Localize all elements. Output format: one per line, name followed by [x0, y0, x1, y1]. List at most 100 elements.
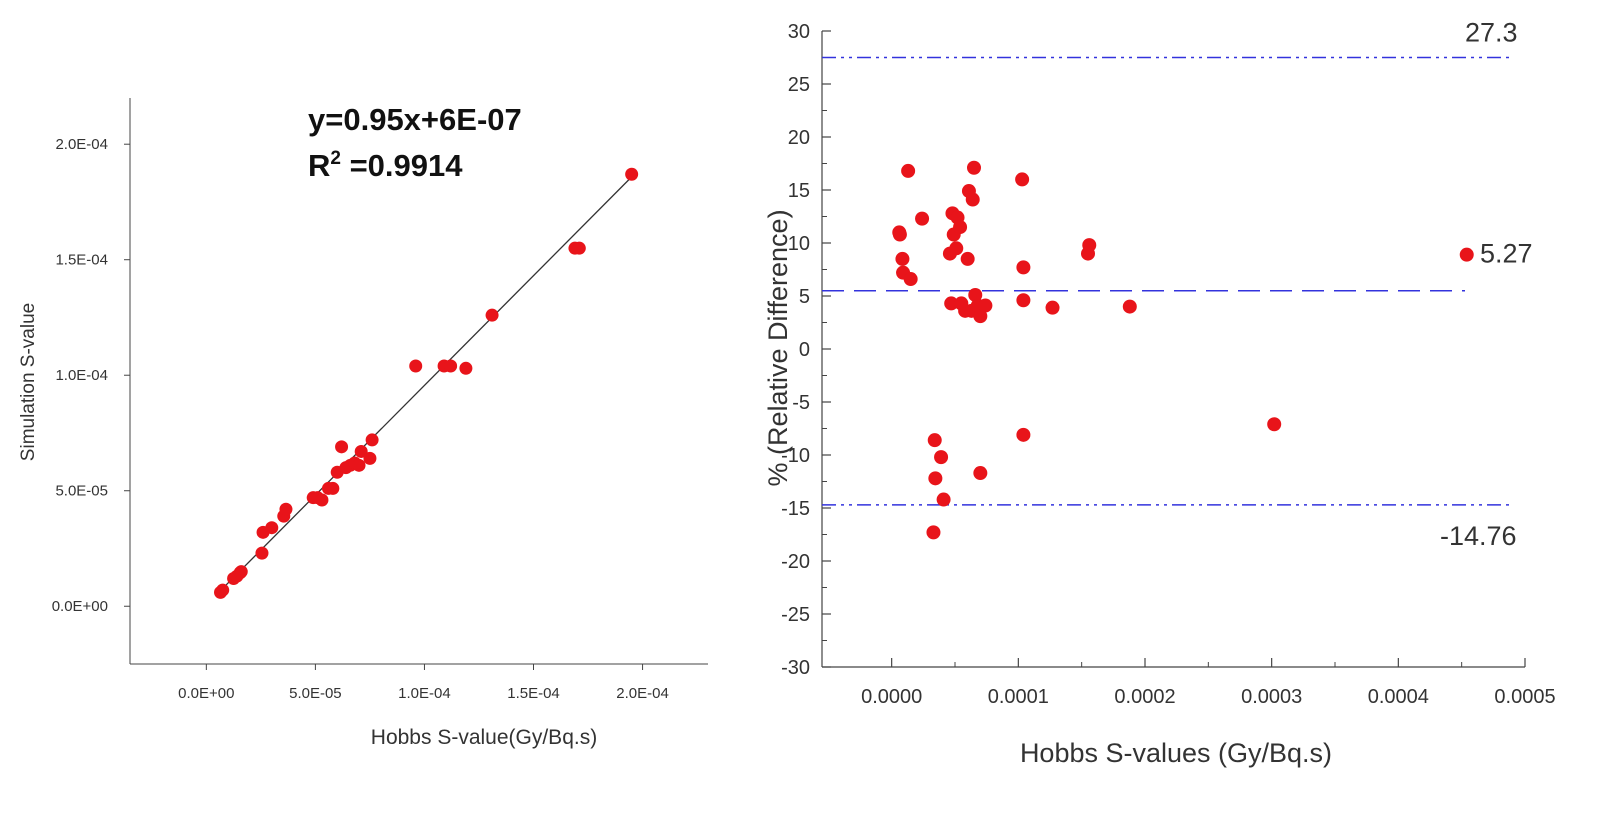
difference-y-tick-label: 15 — [788, 180, 810, 202]
difference-point — [934, 450, 949, 465]
regression-x-tick-label: 1.5E-04 — [507, 685, 560, 702]
regression-point — [234, 565, 248, 579]
difference-point — [1016, 260, 1031, 275]
regression-equation: y=0.95x+6E-07 — [308, 102, 522, 137]
difference-point — [1267, 417, 1282, 432]
difference-point — [978, 298, 993, 313]
regression-point — [315, 493, 329, 507]
regression-y-ticks: 0.0E+00 5.0E-05 1.0E-04 1.5E-04 2.0E-04 — [52, 136, 130, 615]
regression-point — [459, 361, 473, 375]
difference-point — [1016, 293, 1031, 308]
regression-point — [326, 481, 340, 495]
difference-x-tick-label: 0.0001 — [988, 686, 1049, 708]
difference-point — [953, 220, 968, 235]
difference-y-axis-title: % (Relative Difference) — [763, 209, 793, 486]
regression-point — [572, 241, 586, 255]
regression-y-tick-label: 5.0E-05 — [55, 483, 108, 500]
difference-point — [960, 251, 975, 266]
difference-point — [973, 466, 988, 481]
difference-x-tick-label: 0.0002 — [1114, 686, 1175, 708]
regression-point — [335, 440, 349, 454]
regression-y-axis-title: Simulation S-value — [18, 303, 39, 461]
difference-point — [928, 471, 943, 486]
difference-point — [1015, 172, 1030, 187]
difference-point — [927, 433, 942, 448]
regression-point — [354, 444, 368, 458]
regression-point — [625, 167, 639, 181]
regression-point — [363, 451, 377, 465]
regression-point — [216, 583, 230, 597]
difference-y-tick-label: -20 — [781, 551, 810, 573]
difference-y-tick-label: 30 — [788, 21, 810, 43]
regression-x-ticks: 0.0E+00 5.0E-05 1.0E-04 1.5E-04 2.0E-04 — [178, 664, 669, 702]
difference-y-tick-label: 5 — [799, 286, 810, 308]
difference-y-tick-label: -30 — [781, 657, 810, 679]
difference-point — [936, 492, 951, 507]
regression-r-squared: R2 =0.9914 — [308, 148, 463, 183]
difference-reference-label: 27.3 — [1465, 18, 1518, 48]
regression-chart: 0.0E+00 5.0E-05 1.0E-04 1.5E-04 2.0E-04 0.0E… — [18, 98, 708, 749]
regression-y-tick-label: 2.0E-04 — [55, 136, 108, 153]
difference-point — [1045, 300, 1060, 315]
regression-fit-line — [218, 176, 633, 593]
difference-chart: 0.0000 0.0001 0.0002 0.0003 0.0004 0.0005 30 2… — [763, 18, 1556, 769]
difference-point — [968, 287, 983, 302]
difference-x-axis-title: Hobbs S-values (Gy/Bq.s) — [1020, 738, 1332, 768]
difference-y-tick-label: -5 — [792, 392, 810, 414]
regression-x-tick-label: 5.0E-05 — [289, 685, 342, 702]
difference-y-ticks: 30 25 20 15 10 5 0 -5 -10 -15 -20 -25 -30 — [781, 21, 831, 679]
difference-point — [892, 227, 907, 242]
difference-point — [1122, 299, 1137, 314]
regression-x-tick-label: 0.0E+00 — [178, 685, 234, 702]
difference-point — [965, 192, 980, 207]
difference-point — [915, 211, 930, 226]
regression-point — [265, 521, 279, 535]
difference-point — [967, 160, 981, 175]
regression-point — [279, 502, 293, 516]
difference-point — [1459, 247, 1474, 262]
difference-y-tick-label: -10 — [781, 445, 810, 467]
regression-points — [214, 167, 639, 599]
difference-point — [973, 309, 988, 324]
regression-x-axis-title: Hobbs S-value(Gy/Bq.s) — [371, 726, 597, 749]
regression-point — [352, 458, 366, 472]
regression-point — [485, 308, 499, 322]
regression-y-tick-label: 0.0E+00 — [52, 598, 108, 615]
regression-y-tick-label: 1.5E-04 — [55, 252, 108, 269]
regression-point — [365, 433, 379, 447]
difference-point — [949, 241, 964, 256]
difference-point — [944, 296, 959, 311]
regression-x-tick-label: 2.0E-04 — [616, 685, 669, 702]
regression-point — [409, 359, 423, 373]
difference-x-tick-label: 0.0000 — [861, 686, 922, 708]
regression-y-tick-label: 1.0E-04 — [55, 367, 108, 384]
r-squared-value: =0.9914 — [341, 148, 463, 183]
regression-point — [255, 546, 269, 560]
difference-y-tick-label: 10 — [788, 233, 810, 255]
difference-reference-label: 5.27 — [1480, 239, 1533, 269]
difference-y-tick-label: 25 — [788, 74, 810, 96]
regression-axes — [129, 98, 708, 665]
difference-x-ticks: 0.0000 0.0001 0.0002 0.0003 0.0004 0.0005 — [861, 658, 1556, 708]
difference-points — [892, 160, 1474, 540]
r-squared-prefix: R — [308, 148, 330, 183]
difference-x-tick-label: 0.0004 — [1368, 686, 1429, 708]
difference-point — [1016, 427, 1031, 442]
difference-y-tick-label: -15 — [781, 498, 810, 520]
difference-y-tick-label: 20 — [788, 127, 810, 149]
difference-x-tick-label: 0.0003 — [1241, 686, 1302, 708]
difference-point — [903, 272, 918, 287]
difference-point — [926, 525, 941, 540]
difference-y-tick-label: -25 — [781, 604, 810, 626]
difference-point — [901, 163, 916, 178]
difference-reference-lines: 27.3 5.27 -14.76 — [822, 18, 1533, 551]
difference-x-tick-label: 0.0005 — [1494, 686, 1555, 708]
difference-reference-label: -14.76 — [1440, 521, 1517, 551]
difference-y-tick-label: 0 — [799, 339, 810, 361]
r-squared-superscript: 2 — [330, 148, 341, 169]
difference-point — [1082, 238, 1097, 253]
regression-point — [444, 359, 458, 373]
difference-point — [895, 251, 910, 266]
